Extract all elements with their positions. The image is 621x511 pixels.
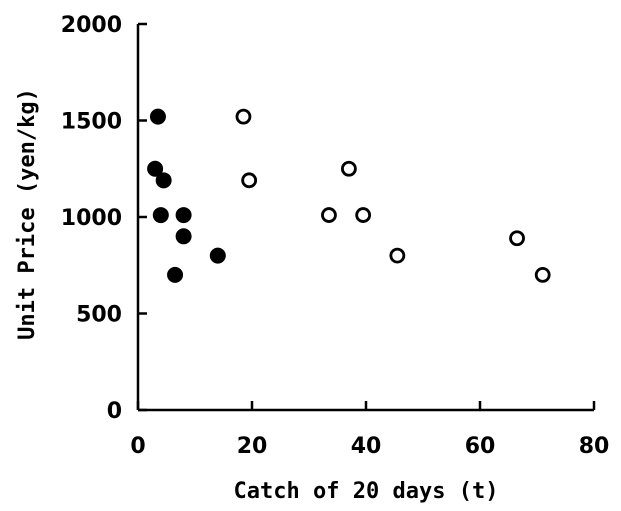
y-tick-label: 1000 — [61, 206, 122, 231]
open-data-point — [355, 207, 372, 223]
filled-data-point — [149, 108, 166, 125]
y-tick-label: 2000 — [61, 13, 122, 38]
open-data-point — [241, 172, 258, 189]
open-data-point — [534, 266, 551, 283]
y-tick-label: 0 — [107, 399, 122, 424]
x-tick-label: 40 — [351, 434, 382, 459]
y-axis-label: Unit Price (yen/kg) — [15, 88, 40, 340]
x-tick-label: 0 — [130, 434, 145, 459]
x-tick-label: 20 — [237, 434, 268, 459]
open-data-point — [340, 160, 357, 177]
y-axis-ticks: 0 500 1000 1500 2000 — [61, 13, 147, 424]
y-tick-label: 1500 — [61, 110, 122, 135]
filled-data-point — [209, 247, 226, 264]
filled-data-point — [147, 160, 164, 177]
filled-data-point — [167, 266, 184, 283]
open-data-point — [509, 230, 525, 247]
y-tick-label: 500 — [76, 303, 122, 328]
filled-data-point — [155, 172, 172, 189]
filled-data-point — [175, 207, 192, 224]
data-points — [147, 108, 551, 283]
open-data-point — [321, 207, 337, 223]
x-tick-label: 60 — [465, 434, 496, 459]
open-data-point — [235, 108, 252, 125]
filled-data-point — [175, 228, 192, 245]
open-data-point — [389, 247, 406, 264]
filled-data-point — [152, 207, 169, 224]
x-axis-label: Catch of 20 days (t) — [234, 479, 499, 504]
x-tick-label: 80 — [579, 434, 610, 459]
x-axis-ticks: 0 20 40 60 80 — [130, 401, 609, 459]
